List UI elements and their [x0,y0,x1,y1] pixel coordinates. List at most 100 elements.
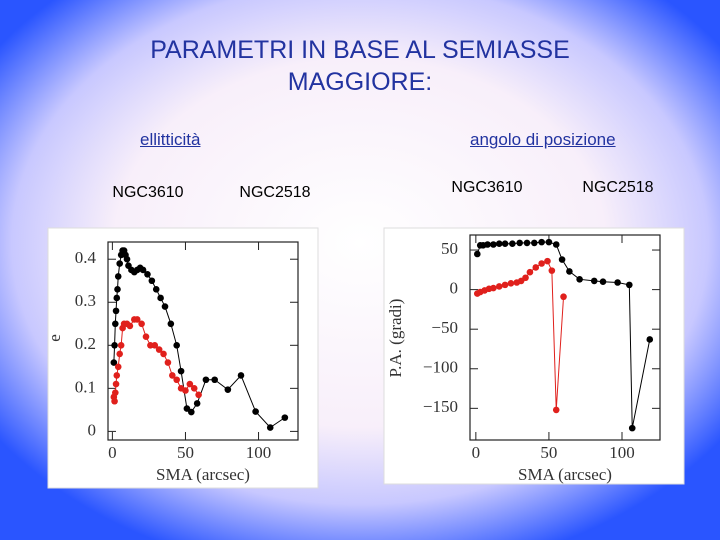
data-point [114,363,122,371]
data-point [490,241,497,248]
data-point [142,333,150,340]
y-tick-label: 0 [450,279,459,298]
y-axis-label: P.A. (gradi) [386,299,405,378]
data-point [139,266,147,274]
data-point [538,238,545,246]
data-point [252,408,259,415]
x-tick-label: 0 [472,443,481,462]
data-point [484,241,491,248]
data-point [558,256,566,263]
x-axis-label: SMA (arcsec) [156,465,250,484]
series-label: NGC3610 [451,179,522,196]
data-point [266,424,274,431]
data-point [552,241,560,248]
data-point [552,406,560,414]
data-point [182,387,189,394]
data-point [144,270,151,278]
data-point [157,294,164,302]
data-point [111,342,118,349]
data-point [237,372,245,379]
data-point [532,264,540,271]
data-point [490,284,497,292]
data-point [113,372,121,379]
data-point [501,240,509,248]
subtitle: angolo di posizione [470,130,616,149]
data-point [495,240,503,248]
series-label: NGC3610 [112,184,183,201]
plot-frame [107,241,299,441]
data-point [123,255,131,263]
data-point [169,372,176,379]
y-tick-label: 0.3 [75,291,96,310]
data-point [474,250,481,258]
data-point [495,283,503,290]
data-point [545,238,553,246]
y-tick-label: 0.2 [75,334,96,353]
data-point [155,346,163,353]
data-point [626,281,633,289]
data-point [590,277,598,285]
data-point [116,350,123,358]
data-point [167,320,175,328]
data-point [164,359,172,366]
data-point [110,359,118,366]
x-tick-label: 50 [177,443,194,462]
data-point [509,240,516,248]
data-point [177,367,185,375]
data-point [548,267,556,274]
chart-panel [383,227,685,485]
data-point [112,389,119,396]
x-tick-label: 100 [609,443,635,462]
x-tick-label: 50 [540,443,557,462]
data-point [114,273,122,280]
data-point [114,286,121,293]
y-tick-label: 50 [441,239,458,258]
data-point [113,294,121,302]
data-point [161,303,169,310]
y-tick-label: −150 [423,397,458,416]
data-point [112,320,119,328]
data-point [173,342,180,349]
y-tick-label: −50 [431,318,458,337]
data-point [151,342,159,349]
data-point [195,391,202,399]
y-axis-label: e [45,334,64,342]
data-point [160,350,167,358]
data-point [599,278,607,285]
data-point [202,376,210,384]
data-point [148,277,156,285]
plot-frame [469,234,661,441]
data-point [133,316,141,323]
data-point [173,376,180,384]
data-point [112,380,120,388]
data-point [138,320,145,328]
data-point [560,293,567,301]
data-point [516,239,523,247]
data-point [501,281,509,289]
data-point [188,408,195,416]
y-tick-label: −100 [423,358,458,377]
x-tick-label: 100 [246,443,272,462]
data-point [614,279,621,286]
data-point [507,279,515,287]
data-point [566,268,573,275]
data-point [190,385,198,392]
data-point [538,260,545,267]
data-point [117,342,125,349]
data-point [523,239,531,247]
data-point [116,260,123,267]
data-point [126,322,134,330]
series-label: NGC2518 [239,184,310,201]
data-point [526,268,534,276]
y-tick-label: 0.1 [75,377,96,396]
x-tick-label: 0 [108,443,117,462]
data-point [281,414,289,421]
data-point [152,286,160,293]
series-label: NGC2518 [582,179,653,196]
subtitle: ellitticità [140,130,201,149]
data-point [193,400,201,407]
y-tick-label: 0 [88,420,97,439]
data-point [111,397,118,405]
